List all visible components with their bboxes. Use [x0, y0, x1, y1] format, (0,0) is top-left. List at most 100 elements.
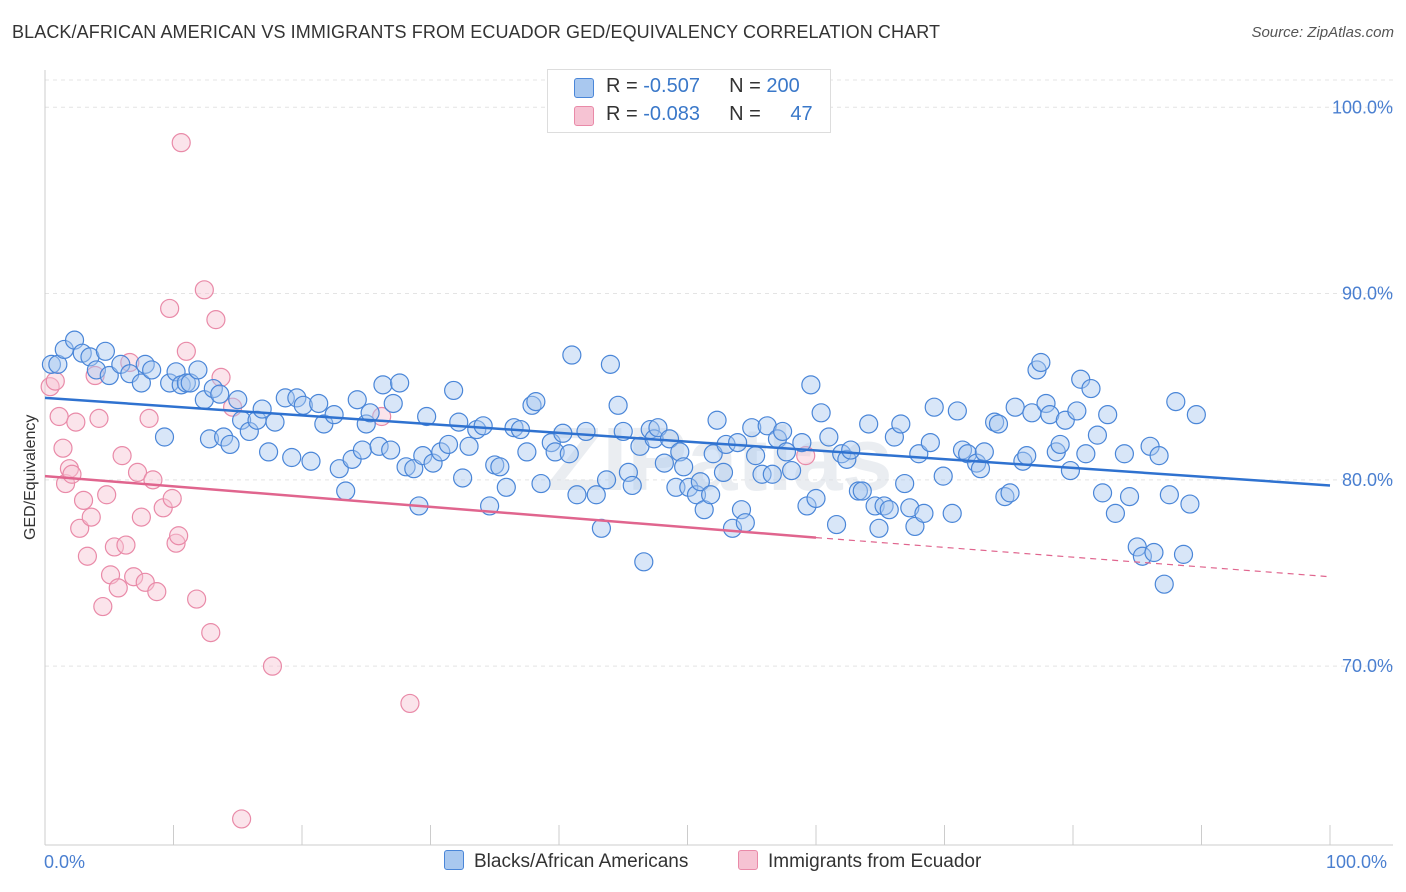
data-point — [914, 503, 934, 523]
bottom-legend-label-blue: Blacks/African Americans — [474, 851, 689, 872]
data-point — [1114, 444, 1135, 464]
data-point — [347, 390, 367, 410]
y-tick-labels: 70.0% 80.0% 90.0% 100.0% — [1332, 97, 1393, 676]
legend-row-pink: R = -0.083 N = 47 — [548, 101, 828, 129]
data-point — [826, 514, 847, 535]
data-point — [792, 432, 812, 453]
data-point — [62, 464, 82, 484]
data-point — [859, 414, 879, 434]
data-point — [112, 446, 132, 466]
data-point — [690, 472, 710, 492]
data-point — [169, 526, 189, 546]
data-point — [275, 388, 295, 408]
data-point — [139, 408, 159, 428]
x-tick-label-min: 0.0% — [44, 852, 86, 872]
data-point — [900, 498, 920, 518]
data-point — [124, 567, 144, 587]
data-point — [438, 434, 459, 455]
legend-row-blue: R = -0.507 N = 200 — [548, 73, 828, 101]
data-point — [93, 596, 113, 617]
y-tick-label: 100.0% — [1332, 97, 1393, 117]
data-point — [879, 500, 899, 520]
data-point — [188, 360, 208, 380]
legend-r-label: R = — [606, 103, 644, 125]
data-point — [648, 418, 668, 438]
data-point — [329, 459, 349, 479]
data-point — [586, 485, 606, 505]
axes — [44, 70, 1393, 846]
data-point — [116, 535, 136, 555]
data-point — [127, 462, 148, 483]
data-point — [199, 429, 220, 449]
data-point — [369, 436, 389, 456]
bottom-legend-label-pink: Immigrants from Ecuador — [768, 851, 982, 872]
data-point — [576, 421, 596, 442]
trend-lines — [44, 396, 1331, 578]
trend-line-pink-extension — [815, 537, 1331, 578]
data-point — [210, 384, 230, 404]
data-point — [1105, 503, 1126, 523]
data-point — [1149, 446, 1169, 466]
data-point — [1050, 434, 1070, 455]
data-point — [600, 354, 621, 374]
data-point — [1180, 494, 1200, 514]
data-point — [228, 390, 248, 410]
legend-n-value: 200 — [766, 75, 800, 97]
data-point — [53, 438, 73, 458]
data-point — [1000, 483, 1020, 503]
data-point — [176, 341, 196, 361]
data-point — [891, 414, 911, 434]
data-point — [670, 442, 690, 462]
data-point — [265, 412, 285, 432]
data-point — [562, 345, 582, 365]
data-point — [97, 485, 117, 505]
data-point — [194, 280, 214, 300]
data-point — [567, 485, 587, 505]
legend-r-value: -0.083 — [643, 103, 700, 125]
data-point — [449, 412, 469, 432]
data-point — [1144, 542, 1164, 563]
source-label: Source: ZipAtlas.com — [1251, 24, 1394, 41]
data-point — [206, 310, 226, 330]
data-point — [819, 427, 839, 447]
data-point — [1098, 405, 1118, 425]
data-point — [396, 457, 416, 477]
data-point — [1154, 574, 1174, 594]
data-point — [559, 444, 579, 464]
data-point — [1166, 392, 1186, 412]
data-point — [895, 473, 915, 494]
data-point — [924, 397, 944, 417]
data-point — [383, 393, 403, 414]
data-point — [622, 475, 642, 496]
bottom-legend-swatch-blue — [444, 850, 464, 870]
data-point — [77, 546, 98, 566]
legend: R = -0.507 N = 200 R = -0.083 N = 47 — [547, 69, 831, 133]
data-point — [232, 809, 252, 829]
trend-line-pink — [44, 474, 817, 539]
data-point — [905, 516, 925, 537]
data-point — [988, 414, 1009, 434]
legend-r-value: -0.507 — [643, 75, 700, 97]
data-point — [1119, 487, 1140, 507]
legend-swatch-pink — [574, 106, 594, 126]
data-point — [287, 388, 307, 408]
data-point — [352, 440, 372, 460]
data-point — [160, 298, 180, 319]
data-point — [162, 488, 182, 509]
data-point — [746, 446, 766, 466]
data-point — [995, 487, 1015, 507]
y-tick-label: 70.0% — [1342, 656, 1393, 676]
data-point — [841, 440, 861, 460]
data-point — [772, 421, 793, 442]
data-point — [762, 464, 782, 484]
grid-lines — [45, 79, 1393, 667]
data-point — [154, 427, 175, 447]
bottom-legend-pink: Immigrants from Ecuador — [738, 850, 981, 873]
data-point — [459, 436, 479, 456]
data-point — [214, 427, 234, 447]
data-point — [45, 371, 65, 391]
x-tick-label-max: 100.0% — [1326, 852, 1388, 872]
data-point — [41, 354, 62, 374]
data-point — [811, 403, 831, 423]
